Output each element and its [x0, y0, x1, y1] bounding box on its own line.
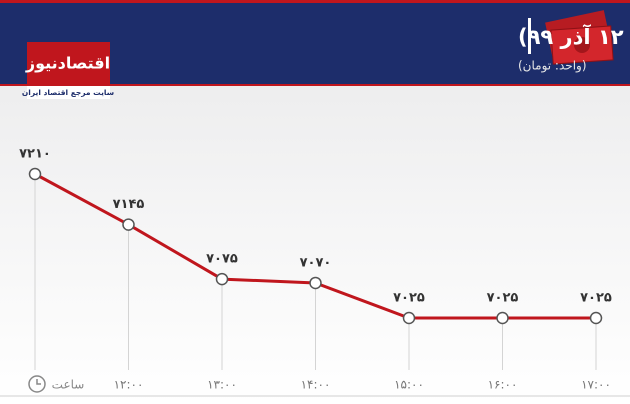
x-tick-label: ۱۷:۰۰ [581, 378, 611, 392]
money-icon [545, 10, 614, 65]
x-tick-label: ۱۵:۰۰ [394, 378, 424, 392]
value-label: ۷۰۷۵ [206, 252, 238, 267]
point [402, 311, 416, 325]
chart-title: روند بهای درهم (چهارشنبه ۱۲ آذر ۹۹) [518, 24, 630, 49]
value-label: ۷۱۴۵ [113, 197, 145, 212]
point [28, 167, 42, 181]
x-axis-label: ساعت [52, 378, 85, 392]
x-tick-label: ۱۲:۰۰ [114, 378, 144, 392]
value-label: ۷۰۲۵ [393, 291, 425, 306]
point [122, 218, 135, 231]
title-bar [528, 18, 531, 54]
x-tick-label: ۱۶:۰۰ [488, 378, 518, 392]
point [309, 276, 322, 290]
logo-tagline-box [27, 86, 110, 99]
x-tick-label: ۱۴:۰۰ [301, 378, 331, 392]
clock-icon [28, 375, 46, 393]
value-label: ۷۰۲۵ [487, 291, 519, 306]
x-tick-label: ۱۳:۰۰ [207, 378, 237, 392]
logo-box [27, 42, 110, 86]
value-label: ۷۰۷۰ [300, 255, 332, 270]
logo: اقتصادنیوز [25, 54, 110, 73]
point [496, 311, 509, 325]
value-label: ۷۰۲۵ [580, 291, 612, 306]
value-label: ۷۲۱۰ [19, 147, 51, 162]
point [215, 272, 229, 286]
logo-tagline: سایت مرجع اقتصاد ایران [22, 88, 114, 97]
chart-subtitle: (واحد: تومان) [518, 59, 587, 74]
header-stripe [0, 0, 630, 3]
point [589, 311, 603, 325]
header-line [0, 84, 630, 86]
